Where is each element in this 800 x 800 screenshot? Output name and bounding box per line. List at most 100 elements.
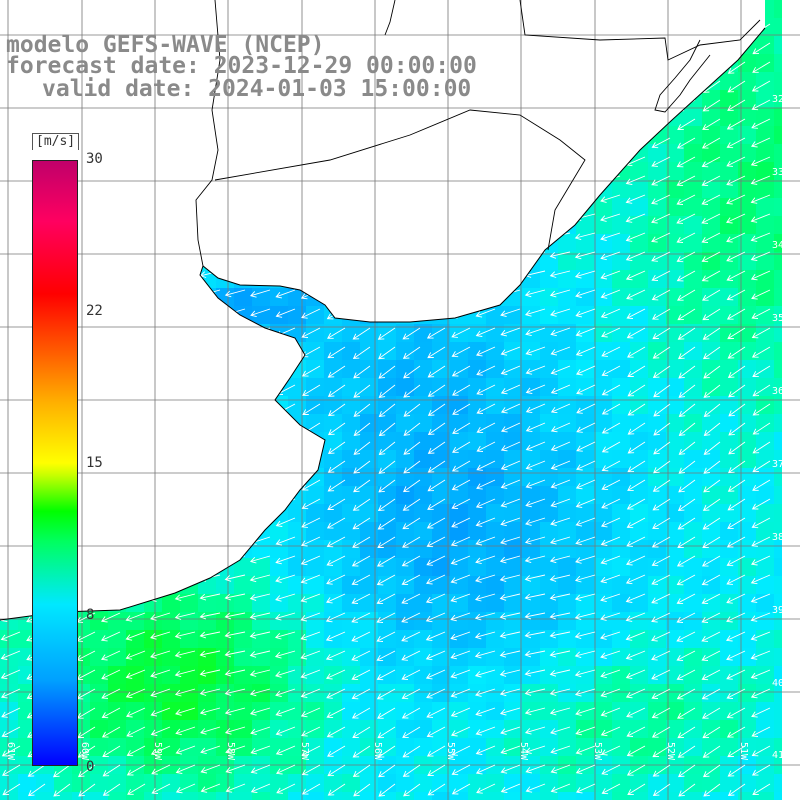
- wind-cell: [90, 612, 109, 631]
- wind-arrow: [427, 479, 446, 492]
- wind-arrow: [653, 460, 671, 474]
- wind-cell: [252, 540, 271, 559]
- wind-arrow: [750, 156, 771, 167]
- wind-arrow: [751, 118, 771, 129]
- wind-cell: [468, 612, 487, 631]
- wind-cell: [702, 630, 721, 649]
- wind-cell: [504, 396, 523, 415]
- wind-arrow: [727, 327, 746, 340]
- wind-arrow: [524, 289, 546, 298]
- wind-cell: [342, 504, 361, 523]
- wind-arrow: [376, 631, 396, 642]
- wind-arrow: [249, 688, 271, 697]
- wind-arrow: [175, 783, 196, 794]
- wind-arrow: [525, 517, 546, 526]
- wind-cell: [504, 306, 523, 325]
- wind-cell: [342, 378, 361, 397]
- wind-arrow: [199, 612, 221, 620]
- wind-cell: [288, 792, 307, 800]
- wind-arrow: [676, 251, 696, 263]
- wind-cell: [612, 630, 631, 649]
- wind-cell: [684, 216, 703, 235]
- wind-cell: [684, 558, 703, 577]
- wind-arrow: [752, 783, 771, 795]
- wind-arrow: [353, 384, 371, 398]
- wind-cell: [684, 144, 703, 163]
- wind-arrow: [224, 289, 246, 298]
- wind-cell: [144, 774, 163, 793]
- wind-cell: [738, 792, 757, 800]
- wind-arrow: [151, 783, 171, 794]
- forecast-date: forecast date: 2023-12-29 00:00:00: [6, 53, 477, 79]
- wind-arrow: [601, 498, 621, 509]
- wind-arrow: [326, 536, 346, 548]
- wind-cell: [630, 288, 649, 307]
- wind-arrow: [224, 688, 246, 696]
- wind-arrow: [726, 536, 746, 548]
- wind-arrow: [525, 384, 546, 394]
- wind-arrow: [377, 498, 396, 511]
- wind-cell: [378, 774, 397, 793]
- wind-cell: [522, 486, 541, 505]
- wind-arrow: [751, 137, 771, 148]
- wind-arrow: [199, 707, 221, 716]
- wind-arrow: [327, 745, 346, 757]
- wind-arrow: [476, 346, 496, 357]
- wind-cell: [630, 792, 649, 800]
- wind-arrow: [402, 327, 421, 340]
- wind-arrow: [701, 213, 721, 224]
- wind-cell: [522, 792, 541, 800]
- wind-arrow: [524, 669, 546, 677]
- wind-cell: [702, 198, 721, 217]
- wind-arrow: [500, 479, 521, 489]
- wind-cell: [180, 774, 199, 793]
- wind-cell: [216, 594, 235, 613]
- longitude-label: 59W: [152, 742, 163, 761]
- wind-cell: [342, 774, 361, 793]
- wind-cell: [432, 774, 451, 793]
- wind-arrow: [200, 783, 221, 793]
- wind-cell: [126, 612, 145, 631]
- wind-arrow: [601, 327, 621, 338]
- wind-cell: [360, 504, 379, 523]
- wind-arrow: [574, 631, 596, 640]
- wind-arrow: [550, 384, 571, 395]
- wind-cell: [360, 540, 379, 559]
- wind-arrow: [353, 783, 371, 797]
- wind-cell: [666, 342, 685, 361]
- wind-arrow: [301, 365, 321, 377]
- wind-arrow: [726, 669, 746, 680]
- wind-arrow: [751, 517, 771, 529]
- wind-cell: [216, 648, 235, 667]
- wind-cell: [630, 576, 649, 595]
- wind-cell: [576, 774, 595, 793]
- wind-cell: [252, 666, 271, 685]
- wind-cell: [666, 576, 685, 595]
- wind-cell: [504, 468, 523, 487]
- wind-arrow: [676, 213, 696, 224]
- wind-cell: [378, 360, 397, 379]
- wind-cell: [540, 684, 559, 703]
- wind-cell: [684, 504, 703, 523]
- wind-cell: [756, 198, 775, 217]
- wind-arrow: [651, 574, 671, 585]
- wind-cell: [360, 594, 379, 613]
- wind-cell: [666, 180, 685, 199]
- wind-arrow: [676, 232, 696, 243]
- wind-arrow: [101, 669, 121, 680]
- wind-arrow: [600, 707, 621, 717]
- colorbar-tick-0: 0: [86, 759, 95, 775]
- wind-arrow: [377, 745, 396, 758]
- wind-arrow: [403, 384, 421, 398]
- wind-cell: [522, 360, 541, 379]
- wind-arrow: [726, 156, 746, 167]
- wind-arrow: [524, 726, 546, 735]
- wind-cell: [468, 504, 487, 523]
- wind-cell: [558, 270, 577, 289]
- wind-arrow: [125, 631, 146, 641]
- wind-arrow: [174, 593, 196, 602]
- wind-cell: [648, 396, 667, 415]
- wind-cell: [252, 288, 271, 307]
- wind-arrow: [275, 688, 296, 698]
- wind-cell: [252, 720, 271, 739]
